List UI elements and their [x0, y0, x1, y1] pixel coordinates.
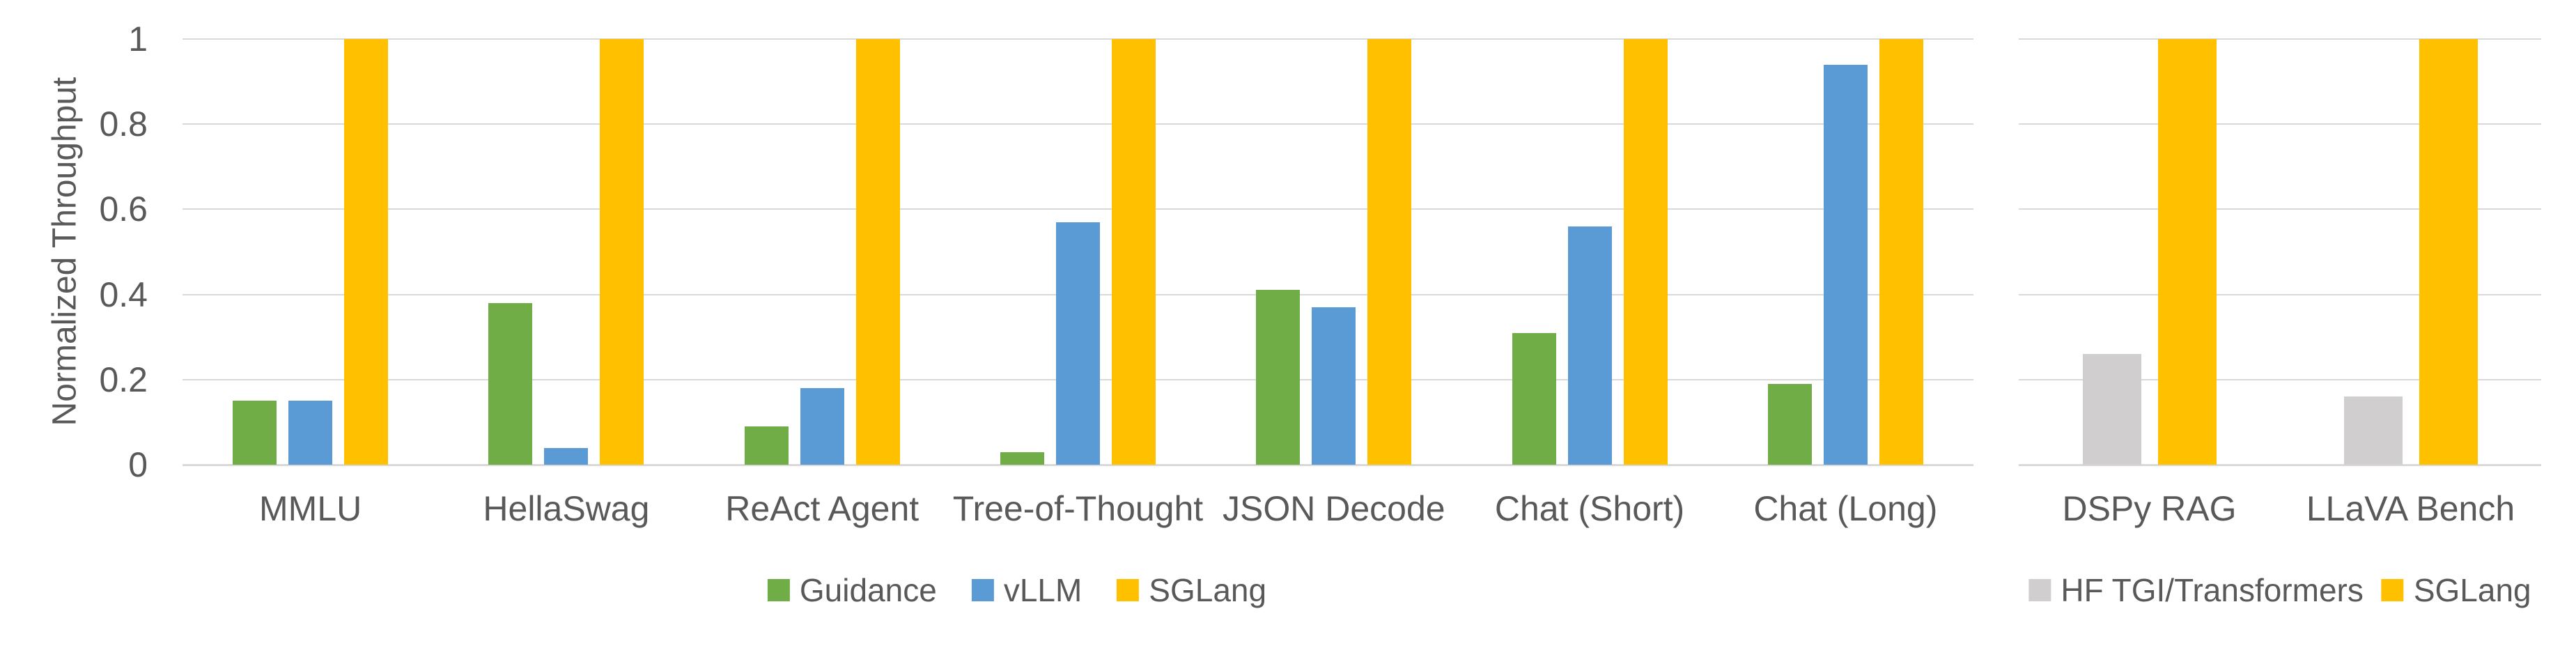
bar-group	[1718, 39, 1973, 465]
gridline	[183, 38, 1973, 40]
bar	[488, 303, 533, 465]
bar-group	[695, 39, 950, 465]
bar	[1111, 39, 1156, 465]
legend-label: HF TGI/Transformers	[2061, 572, 2364, 608]
bar-group	[950, 39, 1206, 465]
bar	[2082, 354, 2141, 465]
bar	[1879, 39, 1923, 465]
legend-item: vLLM	[971, 572, 1083, 608]
bar	[800, 388, 844, 465]
bar	[1623, 39, 1668, 465]
legend-item: SGLang	[1117, 573, 1266, 608]
bar-group	[2280, 39, 2541, 465]
legend-item: SGLang	[2381, 572, 2531, 608]
bar	[744, 426, 789, 465]
legend-label: SGLang	[1149, 572, 1267, 608]
bar	[1567, 226, 1612, 465]
left-chart-panel	[183, 38, 1973, 466]
bar-group	[2019, 39, 2280, 465]
bar	[544, 448, 589, 465]
x-tick-label: JSON Decode	[1222, 489, 1445, 528]
bar	[855, 39, 900, 465]
x-tick-label: HellaSwag	[483, 489, 650, 528]
gridline	[2019, 123, 2541, 125]
bar-group	[1461, 39, 1717, 465]
y-tick-label: 0	[128, 445, 148, 484]
x-tick-label: DSPy RAG	[2062, 489, 2237, 528]
gridline	[2019, 38, 2541, 40]
bar	[1512, 333, 1556, 465]
bar	[1367, 39, 1412, 465]
y-tick-label: 0.4	[99, 275, 148, 314]
y-tick-label: 1	[128, 20, 148, 59]
bar	[1256, 290, 1301, 465]
y-tick-label: 0.2	[99, 360, 148, 399]
x-tick-label: MMLU	[259, 489, 362, 528]
bar-group	[438, 39, 694, 465]
bar	[1312, 307, 1356, 465]
legend-label: vLLM	[1003, 572, 1083, 608]
x-tick-label: Chat (Long)	[1753, 489, 1938, 528]
legend-swatch	[767, 579, 790, 601]
x-tick-label: Chat (Short)	[1494, 489, 1685, 528]
y-tick-label: 0.8	[99, 105, 148, 144]
bar	[344, 39, 389, 465]
legend-swatch	[1117, 579, 1140, 601]
right-legend: HF TGI/Transformers SGLang	[2028, 573, 2531, 608]
bar	[1000, 452, 1044, 465]
bar	[2157, 39, 2217, 465]
y-tick-label: 0.6	[99, 190, 148, 229]
bar	[2343, 396, 2403, 465]
gridline	[183, 208, 1973, 210]
gridline	[2019, 293, 2541, 295]
legend-item: HF TGI/Transformers	[2028, 572, 2364, 608]
gridline	[2019, 378, 2541, 380]
bar-group	[183, 39, 438, 465]
x-tick-label: ReAct Agent	[725, 489, 920, 528]
x-tick-label: LLaVA Bench	[2306, 489, 2515, 528]
bar	[1055, 222, 1100, 465]
right-chart-panel	[2019, 38, 2541, 466]
bar	[288, 401, 333, 465]
bar-group	[1206, 39, 1461, 465]
legend-swatch	[971, 579, 994, 601]
legend-item: Guidance	[767, 572, 937, 608]
x-axis-line	[2019, 464, 2541, 466]
x-tick-label: Tree-of-Thought	[952, 489, 1204, 528]
gridline	[2019, 208, 2541, 210]
legend-label: Guidance	[799, 572, 937, 608]
legend-label: SGLang	[2413, 572, 2531, 608]
bar	[1767, 384, 1812, 465]
legend-swatch	[2028, 579, 2051, 601]
x-axis-line	[183, 464, 1973, 466]
bar	[600, 39, 644, 465]
left-legend: Guidance vLLM SGLang	[767, 572, 1266, 608]
gridline	[183, 123, 1973, 125]
bar	[233, 401, 277, 465]
legend-swatch	[2381, 579, 2404, 601]
bar	[2419, 39, 2478, 465]
bar	[1823, 65, 1868, 465]
